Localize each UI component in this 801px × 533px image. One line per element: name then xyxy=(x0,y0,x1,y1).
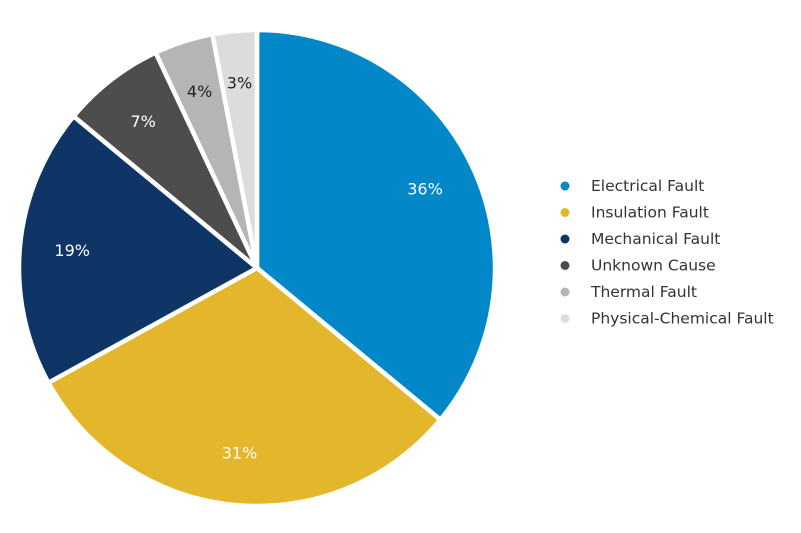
legend-item-insulation-fault: Insulation Fault xyxy=(560,204,709,222)
legend-item-unknown-cause: Unknown Cause xyxy=(560,257,716,275)
pie-slice-labels: 36% 31% 19% 7% 4% 3% xyxy=(54,74,442,463)
legend-item-physical-chemical-fault: Physical-Chemical Fault xyxy=(560,310,774,328)
pie-slice-mechanical-fault xyxy=(16,114,260,385)
pie-slice-insulation-fault xyxy=(46,265,443,509)
legend-label-thermal-fault: Thermal Fault xyxy=(590,283,697,301)
slice-label-electrical-fault: 36% xyxy=(407,180,443,199)
pie-slices xyxy=(16,27,498,509)
legend-label-electrical-fault: Electrical Fault xyxy=(591,177,704,195)
legend-item-electrical-fault: Electrical Fault xyxy=(560,177,704,195)
legend-marker-electrical-fault xyxy=(560,181,570,191)
pie-slice-physical-chemical-fault xyxy=(210,27,260,271)
legend-label-mechanical-fault: Mechanical Fault xyxy=(591,230,720,248)
legend-label-unknown-cause: Unknown Cause xyxy=(591,257,716,275)
slice-label-mechanical-fault: 19% xyxy=(54,241,90,260)
legend-item-thermal-fault: Thermal Fault xyxy=(560,283,697,301)
slice-label-thermal-fault: 4% xyxy=(187,82,212,101)
legend-marker-thermal-fault xyxy=(560,287,570,297)
legend-item-mechanical-fault: Mechanical Fault xyxy=(560,230,720,248)
legend-marker-insulation-fault xyxy=(560,208,570,217)
pie-slice-electrical-fault xyxy=(254,27,498,422)
legend-marker-unknown-cause xyxy=(560,261,570,270)
slice-label-physical-chemical-fault: 3% xyxy=(227,74,252,93)
legend: Electrical Fault Insulation Fault Mechanic… xyxy=(560,177,774,328)
legend-label-physical-chemical-fault: Physical-Chemical Fault xyxy=(591,310,774,328)
slice-label-insulation-fault: 31% xyxy=(222,443,258,462)
slice-label-unknown-cause: 7% xyxy=(131,112,156,131)
legend-marker-mechanical-fault xyxy=(560,234,570,244)
legend-marker-physical-chemical-fault xyxy=(560,314,570,323)
legend-label-insulation-fault: Insulation Fault xyxy=(591,204,709,222)
